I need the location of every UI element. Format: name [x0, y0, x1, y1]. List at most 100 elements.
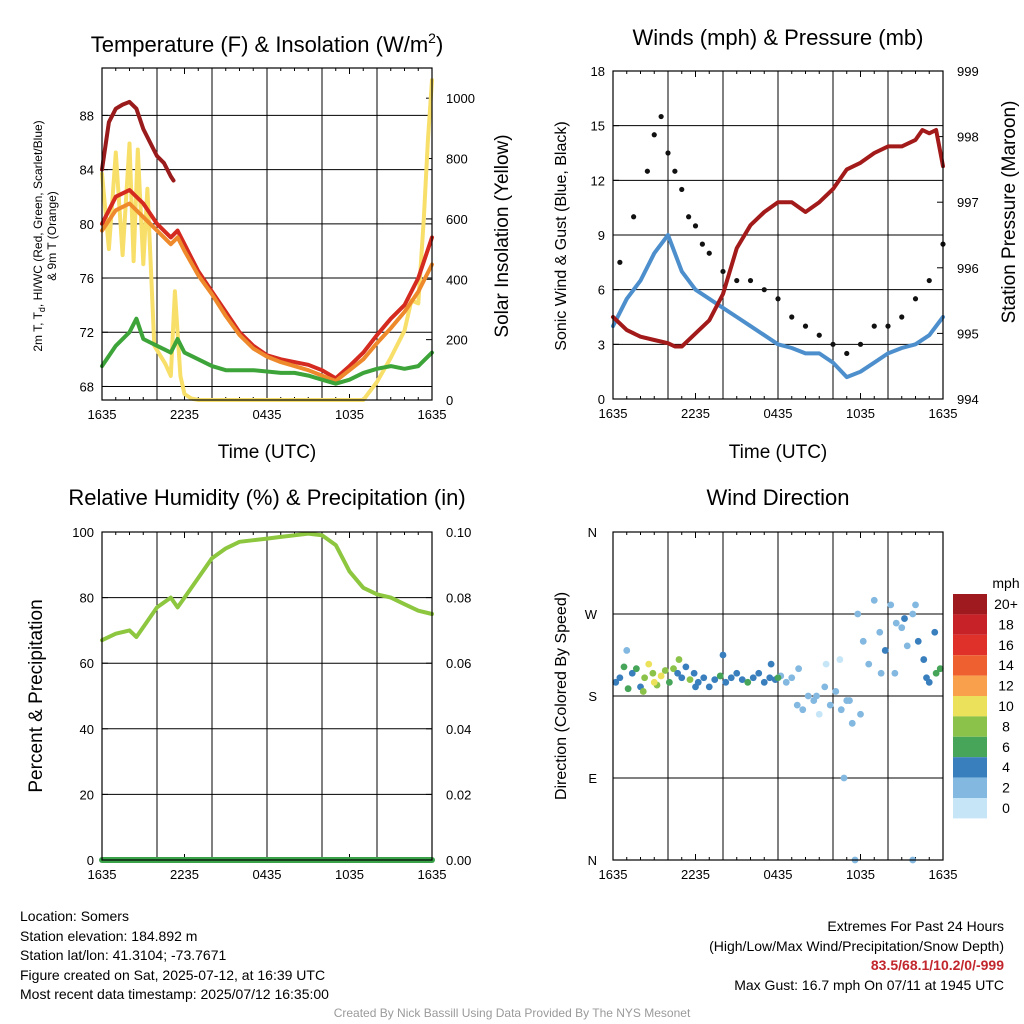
dir-point	[914, 637, 922, 645]
dir-point	[892, 619, 900, 627]
dir-series	[612, 596, 944, 864]
wind-point	[761, 287, 767, 293]
temp-series-line	[100, 316, 434, 386]
legend-label: 12	[998, 678, 1014, 694]
rh-grid	[102, 532, 432, 860]
legend-swatch	[953, 757, 987, 778]
wind-point	[679, 186, 685, 193]
dir-point	[727, 674, 735, 682]
wind-series-line	[611, 128, 945, 349]
dir-title: Wind Direction	[706, 485, 849, 510]
wind-y2-tick-label: 996	[957, 261, 979, 276]
rh-y2-tick-label: 0.08	[446, 591, 471, 606]
dir-point	[804, 692, 812, 700]
dir-point	[821, 683, 829, 691]
elevation-text: Station elevation: 184.892 m	[20, 927, 198, 944]
legend-swatch	[953, 716, 987, 737]
dir-point	[624, 685, 632, 693]
wind-y2-tick-label: 995	[957, 326, 979, 341]
temp-plot-frame	[101, 67, 433, 401]
rh-y2-tick-label: 0.04	[446, 722, 471, 737]
dir-point	[813, 692, 820, 700]
wind-point	[699, 241, 705, 247]
wind-point	[617, 259, 623, 265]
wind-series	[611, 113, 946, 380]
dir-point	[749, 674, 757, 682]
dir-y-tick-label: E	[588, 771, 597, 786]
wind-point	[789, 314, 795, 320]
dir-point	[865, 660, 873, 668]
wind-y-tick-label: 12	[591, 173, 605, 188]
temp-y-tick-label: 76	[80, 271, 94, 286]
wind-y-tick-label: 3	[598, 337, 605, 352]
wind-plot-frame	[612, 70, 944, 400]
wind-y-tick-label: 0	[598, 392, 605, 407]
latlon-text: Station lat/lon: 41.3104; -73.7671	[20, 947, 227, 963]
dir-legend-title: mph	[992, 575, 1019, 591]
temp-y-tick-label: 88	[80, 108, 94, 123]
dir-point	[744, 678, 752, 686]
temp-grid	[102, 68, 432, 400]
temp-x-tick-label: 1635	[418, 407, 447, 422]
temperature-panel: Temperature (F) & Insolation (W/m2) 2m T…	[31, 30, 513, 463]
legend-label: 0	[1002, 800, 1010, 816]
dir-point	[690, 669, 698, 677]
temp-y2-tick-label: 600	[446, 212, 468, 227]
dir-point	[767, 660, 775, 668]
wind-point	[885, 323, 891, 329]
temp-y-tick-label: 68	[80, 379, 94, 394]
legend-swatch	[953, 634, 987, 656]
dir-point	[836, 656, 844, 663]
legend-label: 6	[1002, 739, 1010, 755]
temp-series-line	[100, 201, 434, 383]
rh-ylabel: Percent & Precipitation	[26, 599, 47, 792]
dir-point	[675, 656, 683, 663]
dir-point	[782, 678, 790, 686]
wind-point	[912, 296, 919, 302]
wind-xlabel: Time (UTC)	[729, 442, 828, 463]
dir-point	[649, 669, 657, 677]
rh-x-tick-label: 2235	[170, 867, 199, 882]
dir-point	[854, 610, 862, 618]
rh-y-tick-label: 60	[80, 656, 94, 671]
wind-point	[802, 323, 809, 329]
temp-y2-tick-label: 1000	[446, 91, 475, 106]
temp-xlabel: Time (UTC)	[218, 442, 317, 463]
dir-point	[628, 669, 636, 677]
wind-y2-tick-label: 997	[957, 195, 979, 210]
wind-x-tick-label: 1635	[599, 406, 628, 421]
dir-point	[881, 647, 889, 654]
dir-y-tick-label: N	[588, 853, 597, 868]
wind-point	[871, 323, 877, 329]
dir-point	[766, 674, 774, 682]
legend-label: 10	[998, 698, 1014, 714]
dir-point	[632, 665, 640, 673]
dir-point	[848, 719, 856, 727]
dir-point	[793, 701, 801, 709]
dir-point	[832, 688, 840, 695]
dir-y-tick-label: S	[588, 689, 597, 704]
temp-y-tick-label: 84	[80, 163, 94, 178]
wind-y2-tick-label: 998	[957, 130, 979, 145]
dir-x-tick-label: 1635	[929, 867, 958, 882]
wind-x-tick-label: 1035	[846, 406, 875, 421]
dir-x-tick-label: 1035	[846, 867, 875, 882]
dir-point	[931, 628, 939, 636]
dir-point	[620, 663, 628, 671]
dir-point	[661, 667, 669, 674]
wind-x-tick-label: 0435	[764, 406, 793, 421]
legend-swatch	[953, 696, 987, 717]
dir-point	[711, 676, 719, 683]
dir-point	[639, 688, 647, 695]
temp-y2-tick-label: 800	[446, 152, 468, 167]
temp-y2-tick-label: 400	[446, 272, 468, 287]
dir-point	[859, 637, 867, 645]
dir-point	[920, 656, 928, 663]
wind-title: Winds (mph) & Pressure (mb)	[633, 25, 924, 50]
dir-x-tick-label: 0435	[764, 867, 793, 882]
dir-point	[733, 669, 741, 677]
temp-x-tick-label: 1035	[335, 407, 364, 422]
dir-point	[612, 678, 620, 686]
temp-title: Temperature (F) & Insolation (W/m2)	[91, 30, 444, 57]
